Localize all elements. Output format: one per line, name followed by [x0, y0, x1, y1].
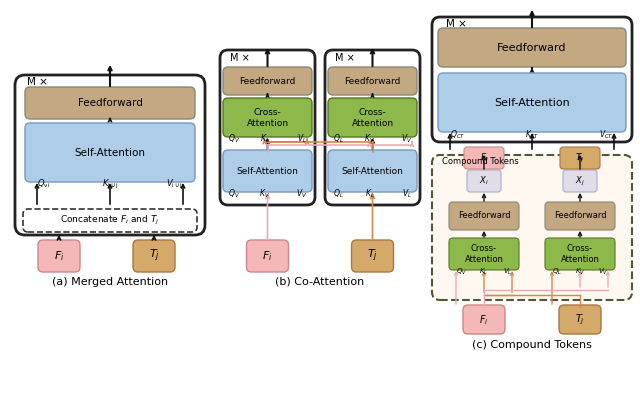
- Text: Feedforward: Feedforward: [554, 212, 606, 220]
- Text: (b) Co-Attention: (b) Co-Attention: [275, 277, 365, 287]
- Text: Cross-
Attention: Cross- Attention: [246, 108, 289, 128]
- Text: $F_i$: $F_i$: [479, 152, 488, 164]
- Text: $Q_V$: $Q_V$: [456, 267, 467, 277]
- Text: $Q_L$: $Q_L$: [552, 267, 562, 277]
- FancyBboxPatch shape: [223, 67, 312, 95]
- Text: $T_j$: $T_j$: [367, 248, 378, 264]
- Text: $K_{CT}$: $K_{CT}$: [525, 129, 539, 141]
- FancyBboxPatch shape: [25, 123, 195, 182]
- Text: $K_{\rm i\cup j}$: $K_{\rm i\cup j}$: [102, 178, 118, 190]
- Text: M ×: M ×: [446, 19, 467, 29]
- FancyBboxPatch shape: [351, 240, 394, 272]
- Text: Cross-
Attention: Cross- Attention: [351, 108, 394, 128]
- Text: $K_V$: $K_V$: [259, 188, 270, 200]
- Text: $X_i$: $X_i$: [479, 175, 489, 187]
- FancyBboxPatch shape: [463, 305, 505, 334]
- Text: $F_i$: $F_i$: [262, 249, 273, 263]
- FancyBboxPatch shape: [246, 240, 289, 272]
- Text: Compound Tokens: Compound Tokens: [442, 158, 519, 166]
- FancyBboxPatch shape: [545, 238, 615, 270]
- Text: $V_L$: $V_L$: [297, 133, 307, 145]
- FancyBboxPatch shape: [23, 209, 197, 232]
- FancyBboxPatch shape: [223, 98, 312, 137]
- Text: $V_V$: $V_V$: [598, 267, 608, 277]
- FancyBboxPatch shape: [432, 155, 632, 300]
- Text: Cross-
Attention: Cross- Attention: [465, 244, 504, 264]
- FancyBboxPatch shape: [559, 305, 601, 334]
- Text: $Q_{CT}$: $Q_{CT}$: [450, 129, 465, 141]
- Text: $K_V$: $K_V$: [575, 267, 585, 277]
- Text: $F_i$: $F_i$: [479, 313, 489, 327]
- FancyBboxPatch shape: [133, 240, 175, 272]
- FancyBboxPatch shape: [449, 202, 519, 230]
- Text: $K_L$: $K_L$: [365, 188, 374, 200]
- Text: M ×: M ×: [230, 53, 250, 63]
- Text: Feedforward: Feedforward: [458, 212, 510, 220]
- Text: $V_L$: $V_L$: [402, 188, 412, 200]
- Text: $Q_V$: $Q_V$: [228, 133, 240, 145]
- Text: $V_V$: $V_V$: [401, 133, 412, 145]
- FancyBboxPatch shape: [38, 240, 80, 272]
- Text: $K_L$: $K_L$: [479, 267, 488, 277]
- Text: Cross-
Attention: Cross- Attention: [561, 244, 600, 264]
- Text: $V_L$: $V_L$: [503, 267, 512, 277]
- Text: $Q_L$: $Q_L$: [333, 188, 344, 200]
- Text: Self-Attention: Self-Attention: [237, 166, 298, 176]
- Text: $F_i$: $F_i$: [54, 249, 64, 263]
- Text: $V_{CT}$: $V_{CT}$: [600, 129, 614, 141]
- Text: $K_L$: $K_L$: [260, 133, 269, 145]
- FancyBboxPatch shape: [560, 147, 600, 169]
- Text: $Q_L$: $Q_L$: [333, 133, 344, 145]
- FancyBboxPatch shape: [464, 147, 504, 169]
- Text: Self-Attention: Self-Attention: [342, 166, 403, 176]
- Text: $T_j$: $T_j$: [575, 152, 584, 164]
- Text: $T_j$: $T_j$: [575, 313, 585, 327]
- FancyBboxPatch shape: [432, 17, 632, 142]
- Text: Feedforward: Feedforward: [239, 76, 296, 86]
- Text: Feedforward: Feedforward: [497, 43, 567, 53]
- Text: $V_V$: $V_V$: [296, 188, 307, 200]
- FancyBboxPatch shape: [325, 50, 420, 205]
- FancyBboxPatch shape: [15, 75, 205, 235]
- Text: (a) Merged Attention: (a) Merged Attention: [52, 277, 168, 287]
- Text: $Q_{\rm vi}$: $Q_{\rm vi}$: [37, 178, 50, 190]
- FancyBboxPatch shape: [438, 28, 626, 67]
- Text: $X_j$: $X_j$: [575, 174, 585, 188]
- FancyBboxPatch shape: [220, 50, 315, 205]
- FancyBboxPatch shape: [545, 202, 615, 230]
- Text: M ×: M ×: [335, 53, 355, 63]
- Text: M ×: M ×: [27, 77, 48, 87]
- Text: $V_{\rm i\cup j}$: $V_{\rm i\cup j}$: [166, 178, 183, 190]
- FancyBboxPatch shape: [467, 170, 501, 192]
- FancyBboxPatch shape: [328, 67, 417, 95]
- FancyBboxPatch shape: [223, 150, 312, 192]
- Text: Concatenate $F_i$ and $T_j$: Concatenate $F_i$ and $T_j$: [60, 214, 159, 227]
- Text: Self-Attention: Self-Attention: [74, 148, 145, 158]
- FancyBboxPatch shape: [563, 170, 597, 192]
- Text: Feedforward: Feedforward: [77, 98, 143, 108]
- Text: (c) Compound Tokens: (c) Compound Tokens: [472, 340, 592, 350]
- Text: Self-Attention: Self-Attention: [494, 98, 570, 108]
- Text: $T_j$: $T_j$: [148, 248, 159, 264]
- Text: $Q_V$: $Q_V$: [228, 188, 240, 200]
- FancyBboxPatch shape: [328, 150, 417, 192]
- FancyBboxPatch shape: [449, 238, 519, 270]
- Text: Feedforward: Feedforward: [344, 76, 401, 86]
- FancyBboxPatch shape: [328, 98, 417, 137]
- FancyBboxPatch shape: [438, 73, 626, 132]
- Text: $K_V$: $K_V$: [364, 133, 375, 145]
- FancyBboxPatch shape: [25, 87, 195, 119]
